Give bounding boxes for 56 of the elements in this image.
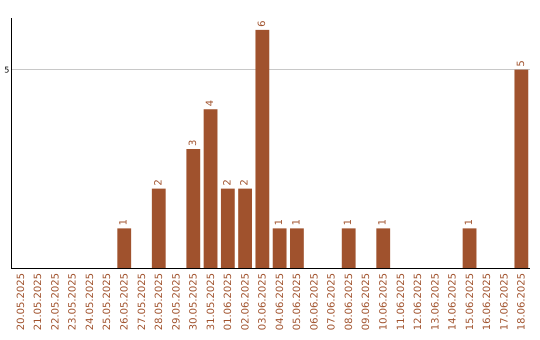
bar [462,228,476,268]
bar [255,30,270,268]
data-label: 5 [516,60,527,67]
x-tick-label: 27.05.2025 [136,273,148,330]
bar [376,228,390,268]
data-label: 4 [205,100,216,106]
x-tick-label: 13.06.2025 [430,273,442,330]
data-label: 3 [188,140,199,146]
x-tick-label: 16.06.2025 [482,273,494,330]
data-label: 6 [256,20,268,27]
data-label: 1 [291,218,302,226]
x-tick-label: 12.06.2025 [413,273,424,330]
x-tick-label: 25.05.2025 [102,273,114,330]
x-tick-label: 09.06.2025 [361,273,372,330]
data-label: 2 [222,179,234,186]
x-tick-label: 23.05.2025 [68,273,79,330]
bar [272,228,287,268]
x-tick-label: 17.06.2025 [499,273,510,330]
bar [117,228,132,268]
x-tick-label: 04.06.2025 [274,273,286,330]
data-label: 1 [274,218,286,226]
x-tick-label: 28.05.2025 [154,273,166,330]
x-tick-label: 11.06.2025 [396,273,407,330]
x-tick-label: 01.06.2025 [223,273,234,330]
data-label: 1 [343,218,354,226]
data-label: 2 [240,179,251,186]
x-tick-label: 22.05.2025 [50,273,62,330]
bar [186,148,200,268]
x-tick-label: 31.05.2025 [206,273,217,330]
x-tick-label: 30.05.2025 [188,273,200,330]
data-label: 1 [118,218,130,226]
bar [342,228,356,268]
bar [290,228,304,268]
x-tick-label: 10.06.2025 [378,273,390,330]
x-tick-label: 02.06.2025 [240,273,252,330]
data-label: 1 [464,218,476,226]
x-tick-label: 03.06.2025 [258,273,269,330]
bar [514,70,528,268]
x-tick-label: 14.06.2025 [448,273,459,330]
bar [220,188,235,268]
x-tick-label: 24.05.2025 [84,273,96,330]
x-tick-label: 05.06.2025 [292,273,304,330]
x-tick-label: 07.06.2025 [326,273,338,330]
data-label: 1 [378,218,389,226]
x-tick-label: 18.06.2025 [516,273,528,330]
x-tick-label: 26.05.2025 [119,273,130,330]
bar [152,188,166,268]
bar [204,109,218,268]
bar [238,188,252,268]
x-tick-label: 21.05.2025 [33,273,44,330]
x-tick-label: 20.05.2025 [16,273,27,330]
x-tick-label: 15.06.2025 [464,273,476,330]
x-tick-label: 08.06.2025 [344,273,355,330]
data-label: 2 [153,179,164,186]
x-tick-label: 06.06.2025 [309,273,320,330]
x-tick-label: 29.05.2025 [171,273,182,330]
